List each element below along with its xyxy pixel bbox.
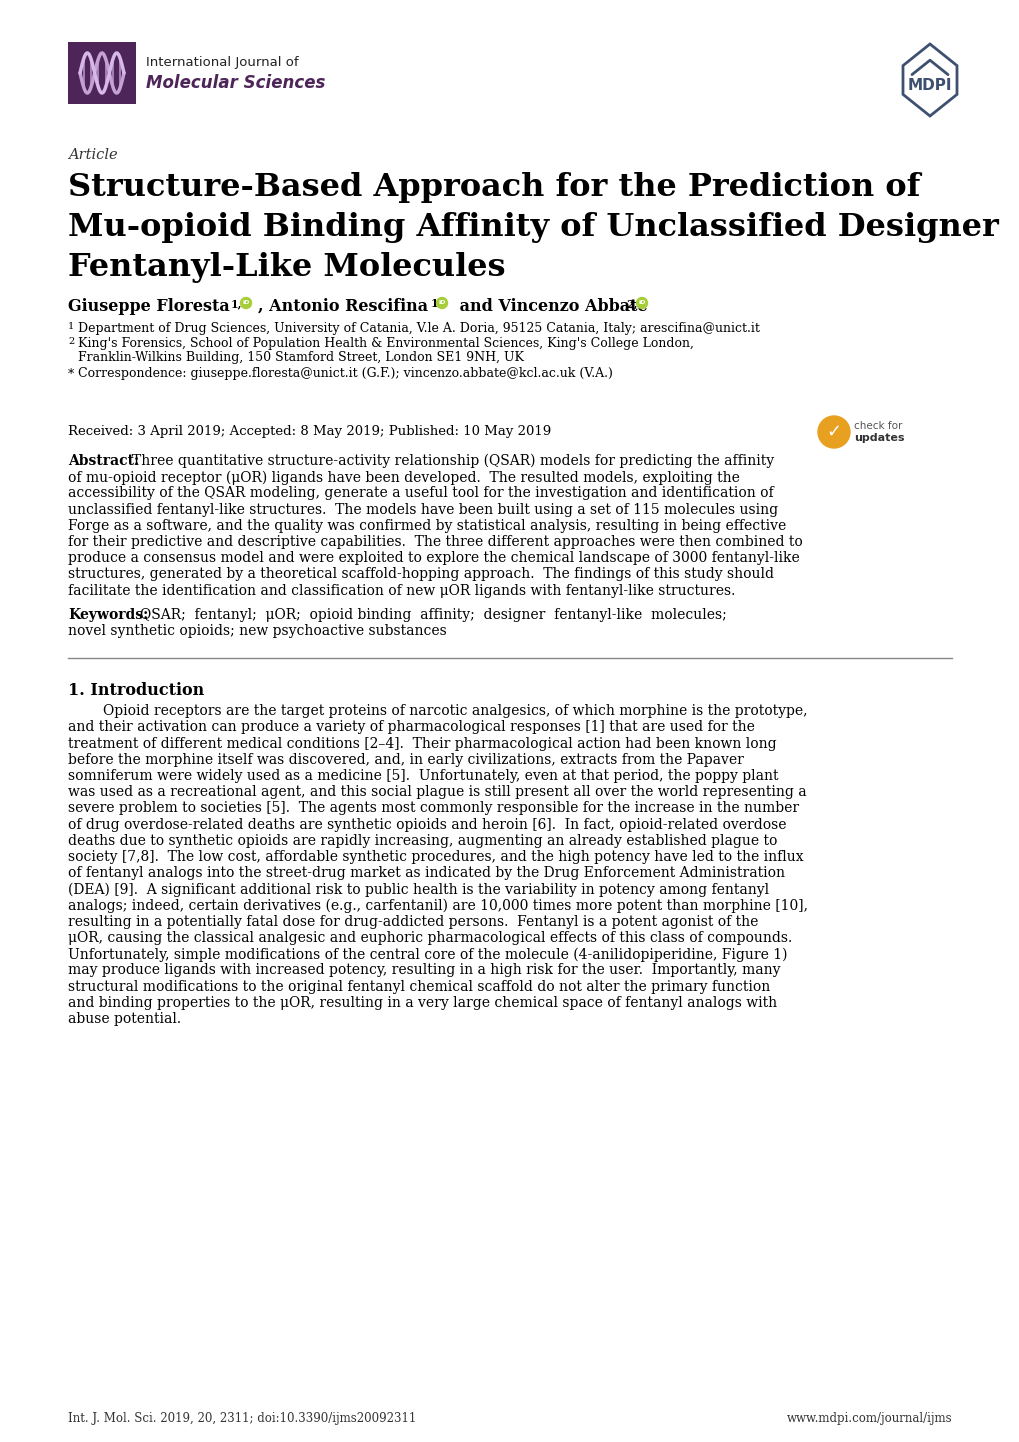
Text: check for: check for (853, 421, 902, 431)
Text: unclassified fentanyl-like structures.  The models have been built using a set o: unclassified fentanyl-like structures. T… (68, 503, 777, 516)
Text: 1: 1 (431, 298, 438, 309)
Text: analogs; indeed, certain derivatives (e.g., carfentanil) are 10,000 times more p: analogs; indeed, certain derivatives (e.… (68, 898, 807, 913)
FancyBboxPatch shape (68, 42, 136, 104)
Text: Mu-opioid Binding Affinity of Unclassified Designer: Mu-opioid Binding Affinity of Unclassifi… (68, 212, 998, 244)
Text: for their predictive and descriptive capabilities.  The three different approach: for their predictive and descriptive cap… (68, 535, 802, 549)
Text: before the morphine itself was discovered, and, in early civilizations, extracts: before the morphine itself was discovere… (68, 753, 743, 767)
Text: 2: 2 (68, 336, 74, 346)
Text: structural modifications to the original fentanyl chemical scaffold do not alter: structural modifications to the original… (68, 979, 769, 994)
Text: somniferum were widely used as a medicine [5].  Unfortunately, even at that peri: somniferum were widely used as a medicin… (68, 769, 777, 783)
Text: of mu-opioid receptor (μOR) ligands have been developed.  The resulted models, e: of mu-opioid receptor (μOR) ligands have… (68, 470, 739, 485)
Text: may produce ligands with increased potency, resulting in a high risk for the use: may produce ligands with increased poten… (68, 963, 780, 978)
Text: deaths due to synthetic opioids are rapidly increasing, augmenting an already es: deaths due to synthetic opioids are rapi… (68, 833, 776, 848)
Text: ✓: ✓ (825, 423, 841, 441)
Text: severe problem to societies [5].  The agents most commonly responsible for the i: severe problem to societies [5]. The age… (68, 802, 798, 815)
Text: 1: 1 (68, 322, 74, 332)
Text: accessibility of the QSAR modeling, generate a useful tool for the investigation: accessibility of the QSAR modeling, gene… (68, 486, 772, 500)
Text: Molecular Sciences: Molecular Sciences (146, 74, 325, 92)
Text: and binding properties to the μOR, resulting in a very large chemical space of f: and binding properties to the μOR, resul… (68, 996, 776, 1009)
Text: QSAR;  fentanyl;  μOR;  opioid binding  affinity;  designer  fentanyl-like  mole: QSAR; fentanyl; μOR; opioid binding affi… (140, 607, 727, 622)
Text: Keywords:: Keywords: (68, 607, 148, 622)
Text: novel synthetic opioids; new psychoactive substances: novel synthetic opioids; new psychoactiv… (68, 624, 446, 637)
Text: Opioid receptors are the target proteins of narcotic analgesics, of which morphi: Opioid receptors are the target proteins… (68, 704, 807, 718)
Circle shape (436, 297, 447, 309)
Text: iD: iD (638, 300, 645, 306)
Text: Forge as a software, and the quality was confirmed by statistical analysis, resu: Forge as a software, and the quality was… (68, 519, 786, 532)
Text: Unfortunately, simple modifications of the central core of the molecule (4-anili: Unfortunately, simple modifications of t… (68, 947, 787, 962)
Text: μOR, causing the classical analgesic and euphoric pharmacological effects of thi: μOR, causing the classical analgesic and… (68, 932, 792, 945)
Text: Franklin-Wilkins Building, 150 Stamford Street, London SE1 9NH, UK: Franklin-Wilkins Building, 150 Stamford … (77, 350, 524, 363)
Circle shape (817, 415, 849, 448)
Text: iD: iD (243, 300, 250, 306)
Text: Correspondence: giuseppe.floresta@unict.it (G.F.); vincenzo.abbate@kcl.ac.uk (V.: Correspondence: giuseppe.floresta@unict.… (77, 368, 612, 381)
Text: Structure-Based Approach for the Prediction of: Structure-Based Approach for the Predict… (68, 172, 919, 203)
Circle shape (240, 297, 252, 309)
Text: was used as a recreational agent, and this social plague is still present all ov: was used as a recreational agent, and th… (68, 786, 806, 799)
Text: (DEA) [9].  A significant additional risk to public health is the variability in: (DEA) [9]. A significant additional risk… (68, 883, 768, 897)
Text: Fentanyl-Like Molecules: Fentanyl-Like Molecules (68, 252, 505, 283)
Text: updates: updates (853, 433, 904, 443)
Text: of drug overdose-related deaths are synthetic opioids and heroin [6].  In fact, : of drug overdose-related deaths are synt… (68, 818, 786, 832)
Text: facilitate the identification and classification of new μOR ligands with fentany: facilitate the identification and classi… (68, 584, 735, 597)
Text: abuse potential.: abuse potential. (68, 1012, 181, 1027)
Text: resulting in a potentially fatal dose for drug-addicted persons.  Fentanyl is a : resulting in a potentially fatal dose fo… (68, 914, 758, 929)
Text: and their activation can produce a variety of pharmacological responses [1] that: and their activation can produce a varie… (68, 721, 754, 734)
Text: and Vincenzo Abbate: and Vincenzo Abbate (453, 298, 647, 314)
Text: produce a consensus model and were exploited to explore the chemical landscape o: produce a consensus model and were explo… (68, 551, 799, 565)
Text: www.mdpi.com/journal/ijms: www.mdpi.com/journal/ijms (786, 1412, 951, 1425)
Text: 1. Introduction: 1. Introduction (68, 682, 204, 699)
Text: Int. J. Mol. Sci. 2019, 20, 2311; doi:10.3390/ijms20092311: Int. J. Mol. Sci. 2019, 20, 2311; doi:10… (68, 1412, 416, 1425)
Text: , Antonio Rescifina: , Antonio Rescifina (258, 298, 428, 314)
Text: King's Forensics, School of Population Health & Environmental Sciences, King's C: King's Forensics, School of Population H… (77, 336, 693, 349)
Text: 2,*: 2,* (626, 298, 643, 309)
Text: 1,*: 1,* (230, 298, 249, 309)
Text: Abstract:: Abstract: (68, 454, 139, 469)
Circle shape (636, 297, 647, 309)
Text: society [7,8].  The low cost, affordable synthetic procedures, and the high pote: society [7,8]. The low cost, affordable … (68, 849, 803, 864)
Text: International Journal of: International Journal of (146, 56, 299, 69)
Text: Received: 3 April 2019; Accepted: 8 May 2019; Published: 10 May 2019: Received: 3 April 2019; Accepted: 8 May … (68, 425, 550, 438)
Text: Department of Drug Sciences, University of Catania, V.le A. Doria, 95125 Catania: Department of Drug Sciences, University … (77, 322, 759, 335)
Text: Giuseppe Floresta: Giuseppe Floresta (68, 298, 229, 314)
Text: iD: iD (438, 300, 445, 306)
Text: *: * (68, 368, 74, 381)
Text: MDPI: MDPI (907, 78, 952, 94)
Text: Article: Article (68, 149, 117, 162)
Text: Three quantitative structure-activity relationship (QSAR) models for predicting : Three quantitative structure-activity re… (131, 454, 773, 469)
Text: treatment of different medical conditions [2–4].  Their pharmacological action h: treatment of different medical condition… (68, 737, 775, 751)
Text: of fentanyl analogs into the street-drug market as indicated by the Drug Enforce: of fentanyl analogs into the street-drug… (68, 867, 785, 880)
Text: structures, generated by a theoretical scaffold-hopping approach.  The findings : structures, generated by a theoretical s… (68, 567, 773, 581)
